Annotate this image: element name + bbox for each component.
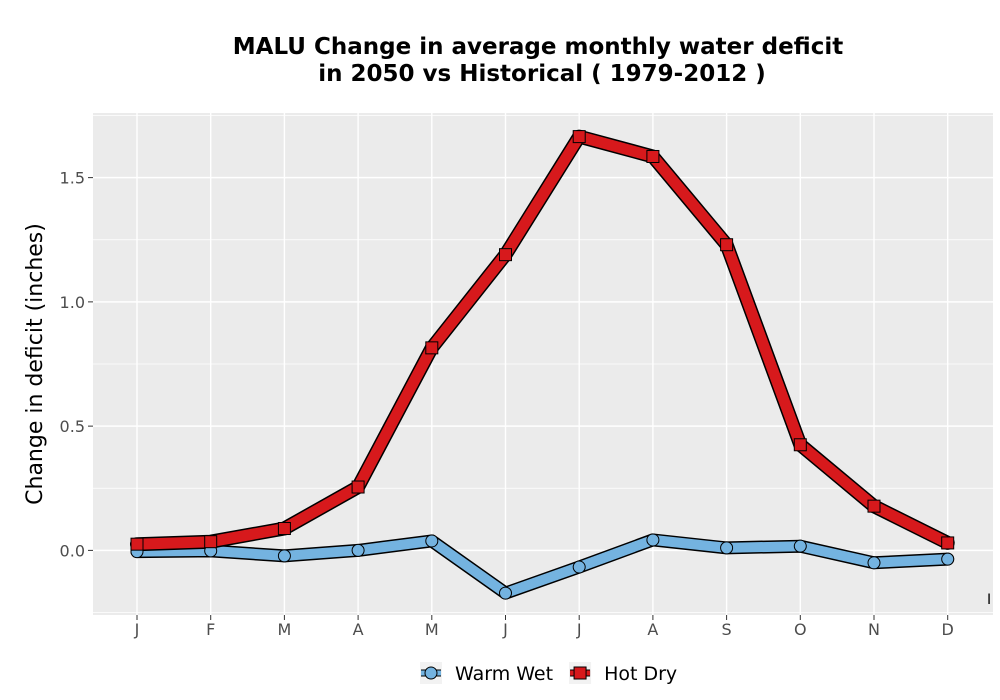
data-point-hot-dry: [204, 535, 218, 549]
legend-marker-hot-dry: [573, 666, 587, 680]
data-point-hot-dry: [720, 238, 734, 252]
x-tick-label: S: [722, 620, 732, 639]
data-point-warm-wet: [351, 543, 365, 557]
data-point-warm-wet: [646, 533, 660, 547]
data-point-warm-wet: [793, 539, 807, 553]
data-point-hot-dry: [499, 248, 512, 262]
legend: Warm Wet Hot Dry: [420, 662, 677, 685]
data-point-hot-dry: [425, 341, 439, 355]
series-markers: [130, 130, 955, 600]
legend-label-hot-dry: Hot Dry: [604, 663, 677, 685]
legend-marker-warm-wet: [424, 666, 438, 680]
data-point-warm-wet: [277, 549, 291, 563]
chart-title-line1: MALU Change in average monthly water def…: [233, 34, 843, 60]
x-tick-label: N: [868, 620, 880, 639]
data-point-hot-dry: [867, 499, 881, 513]
data-point-hot-dry: [572, 130, 586, 144]
x-tick-label: J: [134, 620, 140, 639]
grid-major: [93, 113, 993, 615]
legend-label-warm-wet: Warm Wet: [455, 663, 553, 685]
x-tick-label: A: [353, 620, 364, 639]
x-tick-label: O: [794, 620, 807, 639]
edge-mark: I: [987, 592, 991, 608]
chart-title-line2: in 2050 vs Historical ( 1979-2012 ): [318, 61, 765, 87]
data-point-hot-dry: [646, 149, 660, 163]
series-line-warm-wet: [132, 534, 953, 599]
x-tick-label: J: [502, 620, 508, 639]
y-tick-label: 0.0: [60, 541, 85, 560]
data-point-warm-wet: [941, 552, 955, 566]
x-tick-label: A: [647, 620, 658, 639]
series-lines: [130, 129, 955, 600]
data-point-hot-dry: [793, 438, 807, 452]
data-point-hot-dry: [277, 522, 291, 536]
data-point-hot-dry: [941, 536, 955, 550]
data-point-warm-wet: [720, 541, 734, 555]
data-point-warm-wet: [572, 560, 586, 574]
data-point-hot-dry: [351, 480, 365, 494]
y-tick-label: 1.0: [60, 293, 85, 312]
y-tick-label: 0.5: [60, 417, 85, 436]
x-tick-label: F: [206, 620, 215, 639]
x-tick-label: D: [942, 620, 954, 639]
grid-minor: [93, 115, 993, 613]
x-tick-label: M: [277, 620, 291, 639]
data-point-warm-wet: [499, 586, 512, 600]
series-line-hot-dry: [131, 131, 954, 550]
x-tick-label: J: [576, 620, 582, 639]
y-axis: 0.0 0.5 1.0 1.5: [60, 169, 93, 560]
y-axis-label: Change in deficit (inches): [23, 223, 48, 505]
data-point-warm-wet: [425, 534, 439, 548]
x-tick-label: M: [425, 620, 439, 639]
data-point-warm-wet: [867, 556, 881, 570]
data-point-hot-dry: [130, 537, 144, 551]
y-tick-label: 1.5: [60, 169, 85, 188]
